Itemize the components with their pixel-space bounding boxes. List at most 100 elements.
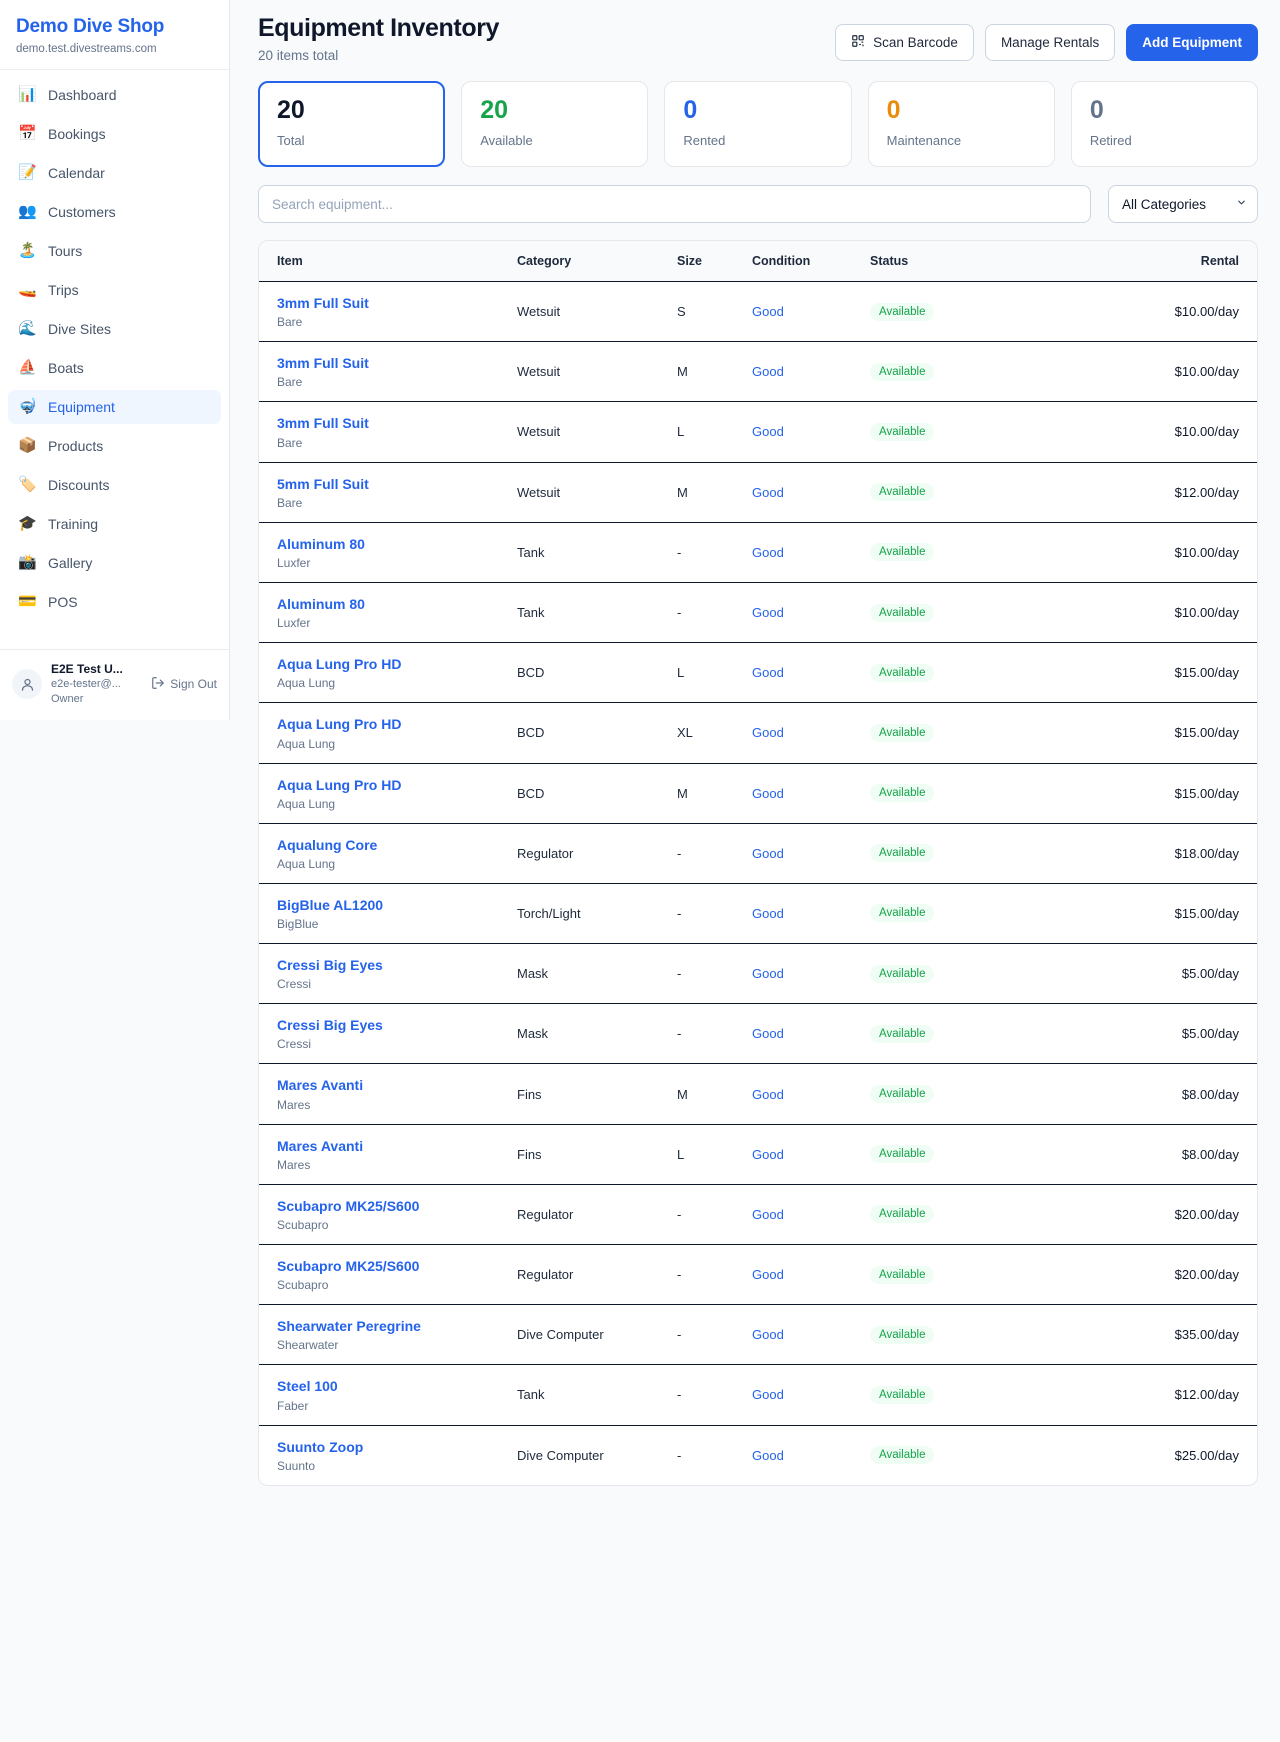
item-link[interactable]: Steel 100 [277, 1378, 338, 1395]
table-row[interactable]: Mares Avanti Mares Fins M Good Available $8.00… [259, 1063, 1257, 1125]
sidebar-item-pos[interactable]: 💳 POS [8, 585, 221, 619]
item-link[interactable]: Cressi Big Eyes [277, 1017, 383, 1034]
table-row[interactable]: Suunto Zoop Suunto Dive Computer - Good Avail… [259, 1425, 1257, 1485]
stat-card-available[interactable]: 20 Available [461, 81, 649, 167]
table-row[interactable]: 3mm Full Suit Bare Wetsuit S Good Available $1… [259, 281, 1257, 343]
sidebar-item-boats[interactable]: ⛵ Boats [8, 351, 221, 385]
table-row[interactable]: Scubapro MK25/S600 Scubapro Regulator - Good… [259, 1184, 1257, 1246]
condition-link[interactable]: Good [752, 304, 784, 320]
condition-link[interactable]: Good [752, 1146, 784, 1162]
sidebar-item-bookings[interactable]: 📅 Bookings [8, 117, 221, 151]
item-link[interactable]: 3mm Full Suit [277, 295, 369, 311]
condition-link[interactable]: Good [752, 484, 784, 500]
condition-link[interactable]: Good [752, 1267, 784, 1283]
table-row[interactable]: 3mm Full Suit Bare Wetsuit M Good Available $1… [259, 341, 1257, 403]
table-row[interactable]: Mares Avanti Mares Fins L Good Available $8.00… [259, 1124, 1257, 1185]
sign-out-button[interactable]: Sign Out [149, 676, 217, 693]
item-link[interactable]: Mares Avanti [277, 1077, 364, 1094]
column-header-rental[interactable]: Rental [1012, 241, 1257, 282]
item-link[interactable]: 5mm Full Suit [277, 475, 369, 492]
condition-link[interactable]: Good [752, 544, 784, 560]
sidebar-item-customers[interactable]: 👥 Customers [8, 195, 221, 229]
stat-card-total[interactable]: 20 Total [258, 81, 446, 167]
column-header-condition[interactable]: Condition [744, 241, 862, 282]
table-row[interactable]: Scubapro MK25/S600 Scubapro Regulator - Good… [259, 1244, 1257, 1306]
table-row[interactable]: 3mm Full Suit Bare Wetsuit L Good Available $1… [259, 401, 1257, 463]
credit-card-icon: 💳 [18, 592, 37, 611]
stat-card-retired[interactable]: 0 Retired [1070, 81, 1259, 167]
memo-icon: 📝 [18, 163, 37, 182]
item-link[interactable]: Aqua Lung Pro HD [277, 776, 402, 793]
condition-link[interactable]: Good [752, 1206, 784, 1222]
table-row[interactable]: Aqua Lung Pro HD Aqua Lung BCD L Good Availab… [259, 642, 1257, 704]
brand-header[interactable]: Demo Dive Shop demo.test.divestreams.com [0, 0, 229, 70]
table-row[interactable]: Cressi Big Eyes Cressi Mask - Good Available $… [259, 943, 1257, 1005]
sidebar-item-discounts[interactable]: 🏷️ Discounts [8, 468, 221, 502]
sidebar-item-tours[interactable]: 🏝️ Tours [8, 234, 221, 268]
table-row[interactable]: BigBlue AL1200 BigBlue Torch/Light - Good Ava… [259, 883, 1257, 945]
table-row[interactable]: Shearwater Peregrine Shearwater Dive Compu… [259, 1304, 1257, 1366]
table-row[interactable]: Aluminum 80 Luxfer Tank - Good Available $10.0… [259, 582, 1257, 644]
sidebar-item-training[interactable]: 🎓 Training [8, 507, 221, 541]
search-input[interactable] [258, 185, 1091, 223]
item-link[interactable]: Scubapro MK25/S600 [277, 1197, 420, 1214]
category-filter[interactable]: All Categories [1108, 185, 1258, 223]
item-link[interactable]: 3mm Full Suit [277, 415, 369, 432]
stat-card-rented[interactable]: 0 Rented [664, 81, 852, 167]
add-equipment-button[interactable]: Add Equipment [1126, 24, 1258, 61]
item-link[interactable]: 3mm Full Suit [277, 355, 369, 372]
condition-link[interactable]: Good [752, 1327, 784, 1343]
item-link[interactable]: Cressi Big Eyes [277, 957, 383, 974]
item-link[interactable]: Aluminum 80 [277, 595, 365, 612]
category-select-box[interactable]: All Categories [1108, 185, 1258, 223]
item-link[interactable]: Aqua Lung Pro HD [277, 716, 402, 733]
main-content: Equipment Inventory 20 items total Scan … [230, 0, 1280, 1516]
sidebar-item-dive-sites[interactable]: 🌊 Dive Sites [8, 312, 221, 346]
column-header-item[interactable]: Item [259, 241, 509, 282]
condition-link[interactable]: Good [752, 1026, 784, 1042]
sidebar-item-products[interactable]: 📦 Products [8, 429, 221, 463]
table-row[interactable]: 5mm Full Suit Bare Wetsuit M Good Available $1… [259, 462, 1257, 523]
condition-link[interactable]: Good [752, 1387, 784, 1403]
item-link[interactable]: Shearwater Peregrine [277, 1318, 421, 1335]
cell-size: - [669, 823, 744, 884]
scan-barcode-button[interactable]: Scan Barcode [835, 24, 974, 61]
item-link[interactable]: Scubapro MK25/S600 [277, 1258, 420, 1274]
condition-link[interactable]: Good [752, 424, 784, 440]
condition-link[interactable]: Good [752, 364, 784, 380]
condition-link[interactable]: Good [752, 725, 784, 741]
table-row[interactable]: Cressi Big Eyes Cressi Mask - Good Available $… [259, 1003, 1257, 1065]
item-link[interactable]: Aluminum 80 [277, 535, 365, 552]
condition-link[interactable]: Good [752, 905, 784, 921]
stat-card-maintenance[interactable]: 0 Maintenance [867, 81, 1055, 167]
sidebar-item-calendar[interactable]: 📝 Calendar [8, 156, 221, 190]
item-link[interactable]: Mares Avanti [277, 1137, 364, 1154]
sidebar-item-dashboard[interactable]: 📊 Dashboard [8, 78, 221, 112]
condition-link[interactable]: Good [752, 665, 784, 681]
condition-link[interactable]: Good [752, 785, 784, 801]
condition-link[interactable]: Good [752, 1086, 784, 1102]
table-row[interactable]: Aqua Lung Pro HD Aqua Lung BCD XL Good Availa… [259, 702, 1257, 764]
condition-link[interactable]: Good [752, 966, 784, 982]
table-header-row: Item Category Size Condition Status Rent… [259, 241, 1257, 282]
sidebar-item-trips[interactable]: 🚤 Trips [8, 273, 221, 307]
sidebar-item-equipment[interactable]: 🤿 Equipment [8, 389, 221, 424]
table-row[interactable]: Steel 100 Faber Tank - Good Available $12.00/d… [259, 1364, 1257, 1426]
item-link[interactable]: Aqualung Core [277, 836, 378, 853]
table-row[interactable]: Aluminum 80 Luxfer Tank - Good Available $10.0… [259, 522, 1257, 583]
column-header-status[interactable]: Status [862, 241, 1012, 282]
cell-status: Available [862, 823, 1012, 884]
condition-link[interactable]: Good [752, 1447, 784, 1463]
manage-rentals-button[interactable]: Manage Rentals [984, 24, 1116, 61]
item-link[interactable]: Suunto Zoop [277, 1438, 364, 1455]
sidebar-item-gallery[interactable]: 📸 Gallery [8, 546, 221, 580]
column-header-size[interactable]: Size [669, 241, 744, 282]
condition-link[interactable]: Good [752, 845, 784, 861]
cell-status: Available [862, 462, 1012, 523]
table-row[interactable]: Aqua Lung Pro HD Aqua Lung BCD M Good Availab… [259, 763, 1257, 824]
item-link[interactable]: BigBlue AL1200 [277, 896, 384, 913]
column-header-category[interactable]: Category [509, 241, 669, 282]
item-link[interactable]: Aqua Lung Pro HD [277, 656, 402, 673]
table-row[interactable]: Aqualung Core Aqua Lung Regulator - Good Avai… [259, 823, 1257, 884]
condition-link[interactable]: Good [752, 605, 784, 621]
